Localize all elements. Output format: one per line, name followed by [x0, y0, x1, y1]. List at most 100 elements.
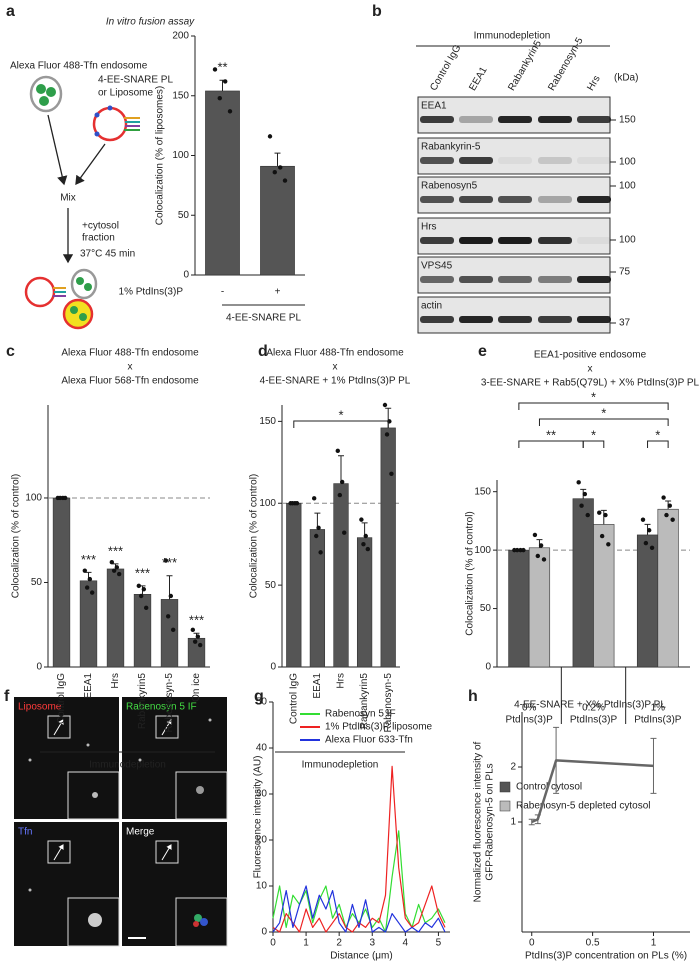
x-tick-label: Control IgG	[288, 673, 299, 724]
panel-letter: c	[6, 343, 15, 360]
bar	[79, 580, 98, 668]
x-tick-label: EEA1	[312, 673, 323, 699]
data-point	[670, 517, 675, 522]
y-tick-label: 0	[183, 270, 189, 281]
data-point	[603, 512, 608, 518]
group-label: 4-EE-SNARE PL	[226, 313, 301, 324]
legend-label: Rabenosyn-5 depleted cytosol	[516, 801, 651, 812]
chart-title: Alexa Fluor 488-Tfn endosome	[266, 348, 404, 359]
data-point	[599, 533, 605, 539]
error-bar	[650, 737, 657, 794]
data-point	[87, 576, 93, 582]
schematic-title: In vitro fusion assay	[106, 17, 195, 28]
group-label: Immunodepletion	[302, 760, 379, 771]
bar	[160, 599, 179, 668]
data-point	[541, 557, 547, 562]
data-point	[384, 432, 390, 437]
legend-label: Rabenosyn 5 IF	[325, 709, 396, 720]
chart-title: 4-EE-SNARE + 1% PtdIns(3)P PL	[260, 376, 411, 387]
blot-band	[420, 316, 454, 323]
blot-band	[538, 237, 572, 244]
blot-band	[498, 116, 532, 123]
micrograph	[14, 822, 119, 946]
data-point	[389, 471, 394, 476]
arrow	[47, 114, 68, 186]
data-point	[141, 587, 147, 592]
data-point	[143, 605, 149, 611]
panel-letter: f	[4, 688, 10, 705]
data-point	[195, 634, 201, 639]
row-label: Rabankyrin-5	[421, 142, 481, 153]
y-axis-title: Colocalization (% of control)	[465, 511, 476, 636]
data-point	[318, 550, 323, 555]
marker-label: 100	[619, 235, 636, 246]
data-point	[227, 109, 233, 114]
x-tick-label: 1	[303, 938, 309, 949]
data-point	[109, 560, 115, 565]
chart-title: 3-EE-SNARE + Rab5(Q79L) + X% PtdIns(3)P …	[481, 378, 700, 389]
y-tick-label: 0	[261, 927, 267, 938]
data-point	[89, 590, 95, 595]
schematic-label: fraction	[82, 233, 115, 244]
blot-band	[498, 196, 532, 203]
data-point	[640, 517, 646, 522]
significance-label: ***	[135, 565, 150, 580]
x-tick-label: -	[221, 287, 224, 298]
data-point	[335, 448, 340, 454]
cargo	[39, 96, 49, 106]
data-point	[138, 593, 144, 599]
data-point	[576, 480, 581, 485]
data-point	[667, 503, 672, 508]
x-tick-label: 1%	[651, 703, 666, 714]
data-point	[535, 553, 541, 559]
schematic-label: 37°C 45 min	[80, 249, 135, 260]
schematic-label: Alexa Fluor 488-Tfn endosome	[10, 61, 148, 72]
x-tick-label: 0%	[522, 703, 537, 714]
fused-icon	[62, 298, 94, 330]
cargo	[79, 313, 87, 321]
row-label: EEA1	[421, 101, 447, 112]
data-point	[314, 533, 319, 539]
chart-title: x	[128, 362, 133, 373]
bar	[657, 508, 679, 668]
data-point	[114, 565, 120, 570]
x-tick-label: Control IgG	[56, 673, 67, 724]
significance-bracket	[293, 420, 389, 428]
data-point	[365, 546, 371, 552]
data-line	[272, 830, 446, 933]
data-point	[111, 568, 117, 573]
row-label: Rabenosyn5	[421, 181, 478, 192]
marker-label: 100	[619, 181, 636, 192]
data-point	[661, 495, 666, 500]
blot-band	[420, 116, 454, 123]
data-point	[643, 540, 649, 546]
marker-label: 37	[619, 318, 631, 329]
blot-band	[498, 276, 532, 283]
x-tick-label: 3	[369, 938, 375, 949]
data-line	[531, 759, 654, 824]
error-bar	[528, 818, 535, 826]
significance-bracket	[647, 440, 669, 448]
y-tick-label: 0	[36, 662, 42, 673]
x-tick-label: Rabenosyn-5	[164, 673, 175, 733]
blot-band	[459, 276, 493, 283]
x-tick-label: 1	[651, 938, 657, 949]
endosome-icon	[70, 268, 98, 300]
blot-band	[459, 116, 493, 123]
group-label: Immunodepletion	[89, 760, 166, 771]
micrograph-label: Merge	[126, 827, 155, 838]
x-tick-label: Rabenosyn-5	[383, 673, 394, 733]
lane-label: Hrs	[585, 74, 602, 93]
legend-label: Alexa Fluor 633-Tfn	[325, 735, 413, 746]
y-tick-label: 50	[256, 697, 268, 708]
data-point	[582, 491, 588, 497]
panel-letter: a	[6, 3, 15, 20]
blot-band	[498, 316, 532, 323]
y-tick-label: 100	[172, 150, 189, 161]
blot-band	[538, 276, 572, 283]
data-point	[57, 495, 63, 501]
error-bar	[553, 726, 560, 794]
data-line	[272, 885, 446, 933]
data-point	[342, 530, 347, 535]
